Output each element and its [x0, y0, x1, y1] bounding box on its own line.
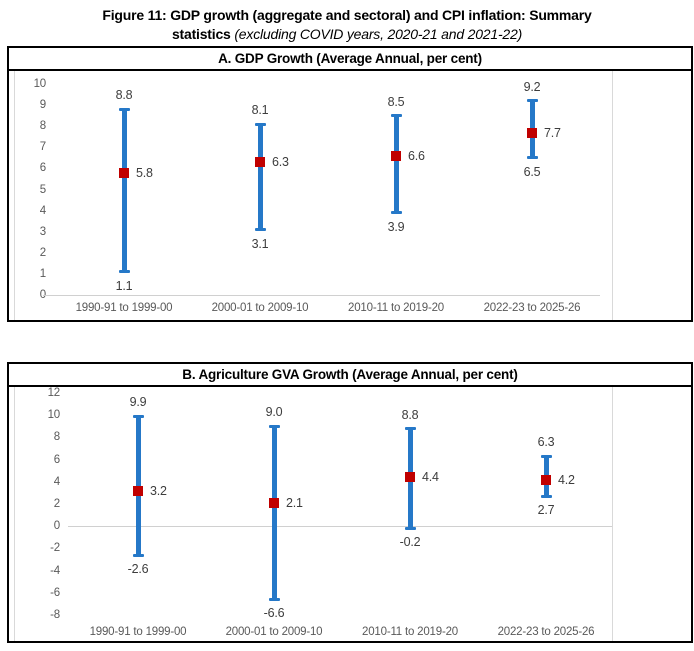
range-cap-high: [390, 114, 402, 118]
y-axis-tick-label: 0: [6, 288, 46, 302]
y-axis-tick-label: 2: [39, 246, 46, 259]
mean-marker: [269, 497, 279, 508]
data-label-mean: 4.4: [422, 470, 439, 485]
data-label-high: 9.2: [523, 79, 541, 94]
category-label: 2022-23 to 2025-26: [483, 302, 581, 314]
data-label-high: 8.1: [251, 103, 269, 118]
figure-title-line2: statistics (excluding COVID years, 2020-…: [0, 25, 694, 44]
chart-a-plot-area: 1098765432108.81.15.88.13.16.38.53.96.69…: [14, 71, 613, 320]
data-label-low: 6.5: [523, 164, 541, 179]
data-label-low: -2.6: [127, 562, 149, 577]
figure-title-line2-bold: statistics: [171, 26, 231, 42]
range-cap-high: [118, 107, 130, 111]
data-label-high: 8.8: [401, 407, 419, 422]
category-label: 1990-91 to 1999-00: [89, 626, 187, 638]
range-line: [257, 124, 263, 230]
range-cap-low: [254, 228, 266, 232]
chart-b-plot-area: 12 10 8 6 4 2 0 -2 -4 -6 -8 9.9 -2.6 3.2 9.0 -6.6 2.1 8.8…: [14, 387, 613, 641]
category-label: 2000-01 to 2009-10: [211, 302, 309, 314]
range-cap-high: [526, 99, 538, 103]
range-cap-high: [132, 414, 144, 418]
data-label-mean: 4.2: [558, 472, 575, 487]
range-cap-low: [540, 494, 552, 498]
range-line: [121, 109, 127, 272]
data-label-low: -0.2: [399, 535, 421, 550]
mean-marker: [119, 167, 129, 178]
figure-title-line1: Figure 11: GDP growth (aggregate and sec…: [102, 7, 592, 23]
chart-b-title: B. Agriculture GVA Growth (Average Annua…: [9, 364, 691, 387]
y-axis-tick-label: 7: [39, 141, 46, 154]
y-axis-tick-label: 5: [39, 183, 46, 196]
data-label-high: 8.5: [387, 94, 405, 109]
data-label-high: 9.9: [129, 395, 147, 410]
data-label-mean: 2.1: [286, 495, 303, 510]
category-label: 2010-11 to 2019-20: [362, 626, 458, 638]
mean-marker: [255, 157, 265, 168]
data-label-low: 3.1: [251, 236, 269, 251]
range-cap-high: [540, 454, 552, 458]
category-label: 2000-01 to 2009-10: [225, 626, 323, 638]
data-label-mean: 5.8: [136, 165, 153, 180]
range-cap-low: [526, 156, 538, 160]
mean-marker: [405, 472, 415, 483]
y-axis-tick-label: 4: [39, 204, 46, 217]
data-label-mean: 6.3: [272, 155, 289, 170]
y-axis-tick-label: -4: [50, 564, 60, 577]
category-label: 2010-11 to 2019-20: [348, 302, 444, 314]
range-cap-high: [268, 424, 280, 428]
figure-title: Figure 11: GDP growth (aggregate and sec…: [0, 6, 694, 44]
y-axis-tick-label: 6: [39, 162, 46, 175]
range-line: [393, 115, 399, 213]
range-cap-low: [404, 526, 416, 530]
mean-marker: [541, 474, 551, 485]
data-label-low: 1.1: [115, 278, 133, 293]
category-label: 1990-91 to 1999-00: [75, 302, 173, 314]
mean-marker: [391, 150, 401, 161]
y-axis-tick-label: 8: [53, 431, 60, 444]
panel-gdp-growth: A. GDP Growth (Average Annual, per cent)…: [7, 46, 693, 322]
y-axis-tick-label: 12: [47, 387, 61, 399]
y-axis-tick-label: -8: [50, 609, 60, 621]
y-axis-tick-label: 4: [53, 475, 60, 488]
data-label-low: -6.6: [263, 606, 285, 621]
data-label-mean: 7.7: [544, 125, 561, 140]
data-label-low: 2.7: [537, 503, 555, 518]
range-cap-high: [254, 122, 266, 126]
mean-marker: [527, 127, 537, 138]
data-label-mean: 6.6: [408, 148, 425, 163]
y-axis-tick-label: 2: [53, 498, 60, 510]
y-axis-tick-label: 1: [39, 267, 46, 280]
y-axis-tick-label: -2: [50, 542, 60, 555]
range-cap-low: [132, 553, 144, 557]
figure-title-line2-italic: (excluding COVID years, 2020-21 and 2021…: [234, 26, 523, 42]
data-label-mean: 3.2: [150, 483, 167, 498]
mean-marker: [133, 485, 143, 496]
chart-a-title: A. GDP Growth (Average Annual, per cent): [9, 48, 691, 71]
zero-axis-line: [43, 295, 600, 296]
data-label-low: 3.9: [387, 219, 405, 234]
data-label-high: 8.8: [115, 88, 133, 103]
y-axis-tick-label: 10: [33, 78, 47, 90]
y-axis-tick-label: 9: [39, 99, 46, 112]
range-cap-high: [404, 427, 416, 431]
range-cap-low: [268, 597, 280, 601]
zero-axis-line: [68, 526, 612, 528]
y-axis-tick-label: 10: [47, 409, 61, 422]
data-label-high: 9.0: [265, 405, 283, 420]
y-axis-tick-label: 3: [39, 225, 46, 238]
category-label: 2022-23 to 2025-26: [497, 626, 595, 638]
panel-agriculture-gva-growth: B. Agriculture GVA Growth (Average Annua…: [7, 362, 693, 643]
data-label-high: 6.3: [537, 435, 555, 450]
range-cap-low: [390, 211, 402, 215]
y-axis-tick-label: 8: [39, 120, 46, 133]
y-axis-tick-label: 0: [53, 520, 60, 533]
range-cap-low: [118, 270, 130, 274]
y-axis-tick-label: 6: [53, 453, 60, 466]
y-axis-tick-label: -6: [50, 586, 60, 599]
range-line: [271, 426, 277, 600]
